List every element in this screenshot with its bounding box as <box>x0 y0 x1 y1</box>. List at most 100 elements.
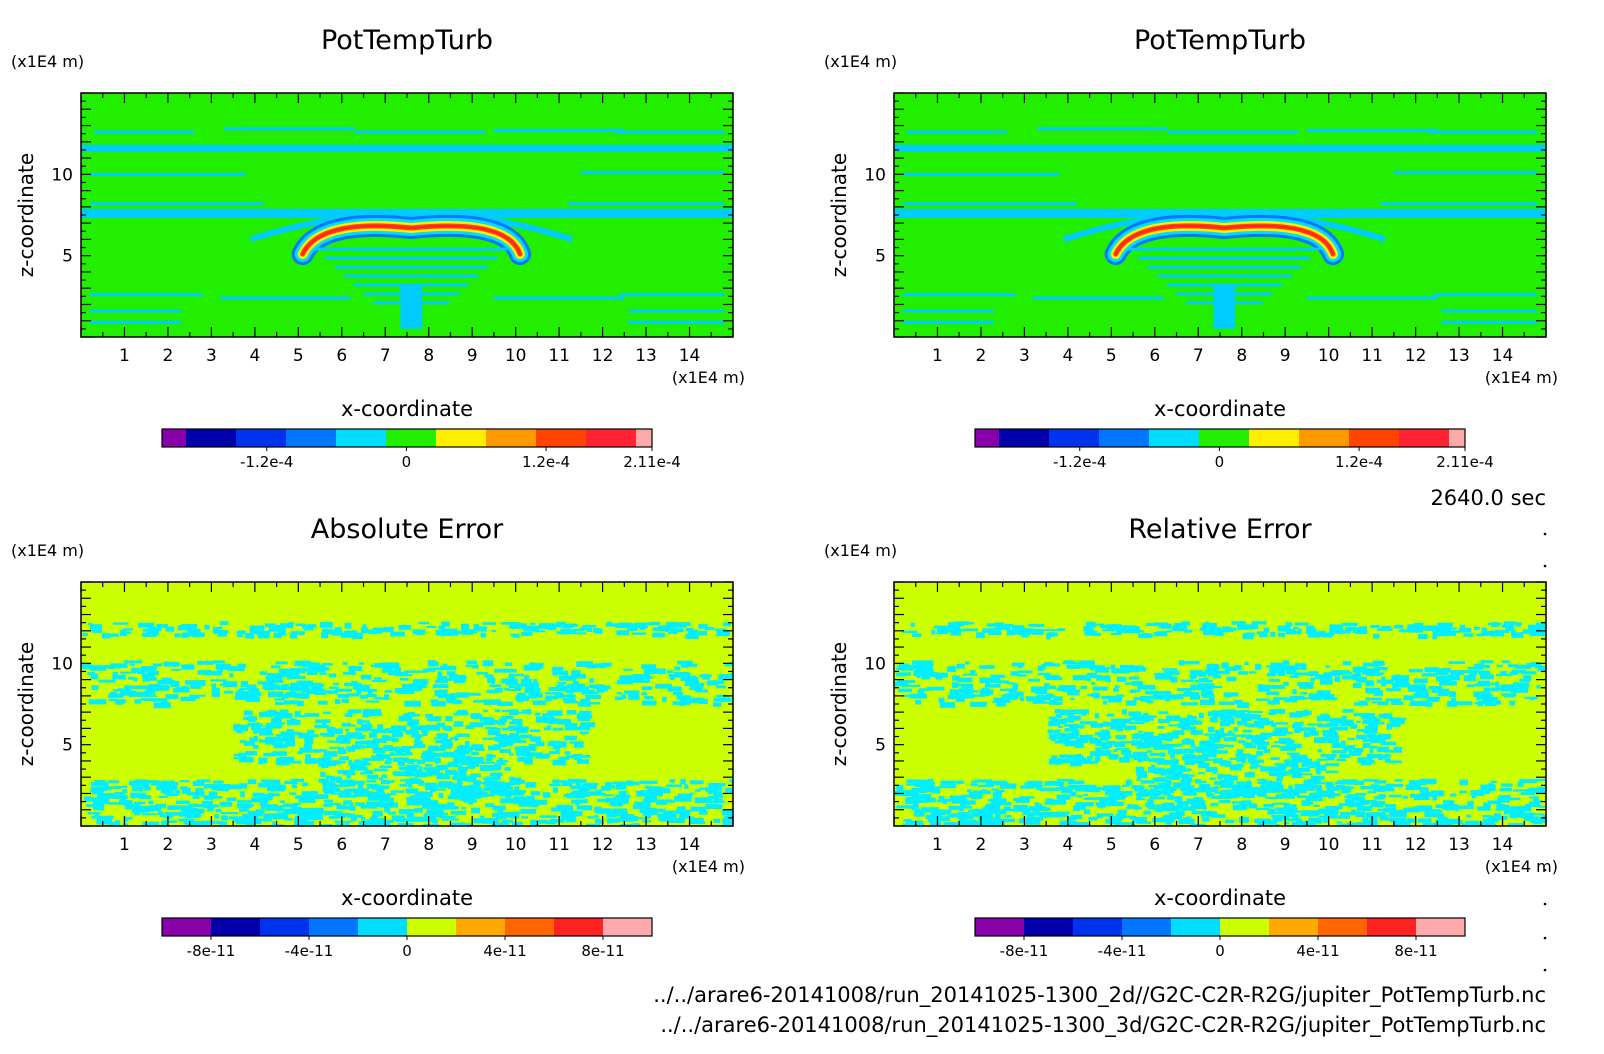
noise-blob <box>1198 786 1205 793</box>
noise-blob <box>103 815 114 820</box>
noise-blob <box>956 780 965 784</box>
noise-blob <box>454 795 471 800</box>
noise-blob <box>706 683 718 686</box>
noise-blob <box>483 709 488 713</box>
noise-blob <box>430 752 447 757</box>
noise-blob <box>1209 696 1215 702</box>
noise-blob <box>1516 664 1533 667</box>
noise-blob <box>510 812 520 819</box>
noise-blob <box>1519 779 1538 784</box>
noise-blob <box>1179 717 1189 724</box>
noise-blob <box>1417 818 1432 823</box>
noise-blob <box>1251 737 1265 743</box>
noise-blob <box>662 696 667 703</box>
noise-blob <box>1501 783 1513 787</box>
noise-blob <box>1201 817 1210 822</box>
noise-blob <box>1198 772 1205 775</box>
noise-blob <box>94 814 99 818</box>
noise-blob <box>1199 783 1211 788</box>
noise-blob <box>369 817 380 823</box>
noise-blob <box>1268 770 1282 777</box>
noise-blob <box>105 633 119 637</box>
noise-blob <box>672 622 687 628</box>
noise-blob <box>544 692 562 695</box>
noise-blob <box>1367 790 1377 794</box>
noise-blob <box>1292 689 1297 695</box>
noise-blob <box>161 677 173 682</box>
noise-blob <box>970 783 978 787</box>
noise-blob <box>1488 783 1495 789</box>
noise-blob <box>395 818 412 823</box>
noise-blob <box>1282 660 1290 666</box>
noise-blob <box>456 779 463 785</box>
noise-blob <box>1204 733 1217 736</box>
noise-blob <box>1116 627 1130 634</box>
noise-blob <box>1145 690 1157 695</box>
noise-blob <box>366 740 376 745</box>
x-tick-label: 12 <box>1405 835 1427 855</box>
noise-blob <box>1294 622 1309 626</box>
panel-title: Relative Error <box>1128 514 1312 545</box>
noise-blob <box>1424 667 1440 673</box>
noise-blob <box>1448 630 1460 634</box>
noise-blob <box>184 624 198 629</box>
noise-blob <box>338 748 347 755</box>
noise-blob <box>1256 734 1272 738</box>
x-tick-label: 11 <box>548 346 570 366</box>
noise-blob <box>301 625 307 629</box>
noise-blob <box>641 692 648 696</box>
noise-blob <box>1367 733 1376 738</box>
noise-blob <box>319 621 333 628</box>
noise-blob <box>309 668 326 673</box>
noise-blob <box>599 819 604 824</box>
noise-blob <box>1181 726 1197 731</box>
colorbar-swatch <box>554 918 603 936</box>
noise-blob <box>1449 793 1457 797</box>
noise-blob <box>896 666 914 671</box>
noise-blob <box>390 753 406 756</box>
noise-blob <box>164 788 171 795</box>
noise-blob <box>1236 763 1244 768</box>
noise-blob <box>1374 780 1387 784</box>
noise-blob <box>1207 793 1214 798</box>
noise-blob <box>324 799 334 803</box>
noise-blob <box>952 682 958 689</box>
noise-blob <box>406 797 414 801</box>
noise-blob <box>342 724 356 727</box>
noise-blob <box>144 690 156 695</box>
noise-blob <box>552 759 567 766</box>
noise-blob <box>943 822 960 826</box>
noise-blob <box>1543 632 1546 636</box>
noise-blob <box>552 666 564 671</box>
noise-blob <box>1160 738 1173 741</box>
noise-blob <box>904 790 920 796</box>
noise-blob <box>1442 667 1451 673</box>
noise-blob <box>911 808 921 811</box>
noise-blob <box>706 681 713 684</box>
noise-blob <box>1131 681 1144 685</box>
noise-blob <box>1158 782 1171 789</box>
noise-blob <box>516 683 534 687</box>
noise-blob <box>250 722 260 728</box>
noise-blob <box>1204 758 1218 761</box>
contour-band <box>1033 296 1164 300</box>
noise-blob <box>1212 674 1222 679</box>
noise-blob <box>1047 685 1056 690</box>
contour-band <box>1306 296 1438 300</box>
noise-blob <box>149 626 162 632</box>
noise-blob <box>356 766 368 771</box>
noise-blob <box>341 781 356 787</box>
x-tick-label: 2 <box>976 835 987 855</box>
noise-blob <box>1353 780 1365 786</box>
noise-blob <box>483 782 492 785</box>
noise-blob <box>563 700 578 704</box>
noise-blob <box>355 727 368 732</box>
noise-blob <box>898 688 913 693</box>
noise-blob <box>292 693 298 696</box>
noise-blob <box>689 686 704 691</box>
noise-blob <box>597 798 607 803</box>
noise-blob <box>1330 726 1339 729</box>
noise-blob <box>192 781 205 786</box>
noise-blob <box>341 722 351 726</box>
noise-blob <box>151 684 170 691</box>
